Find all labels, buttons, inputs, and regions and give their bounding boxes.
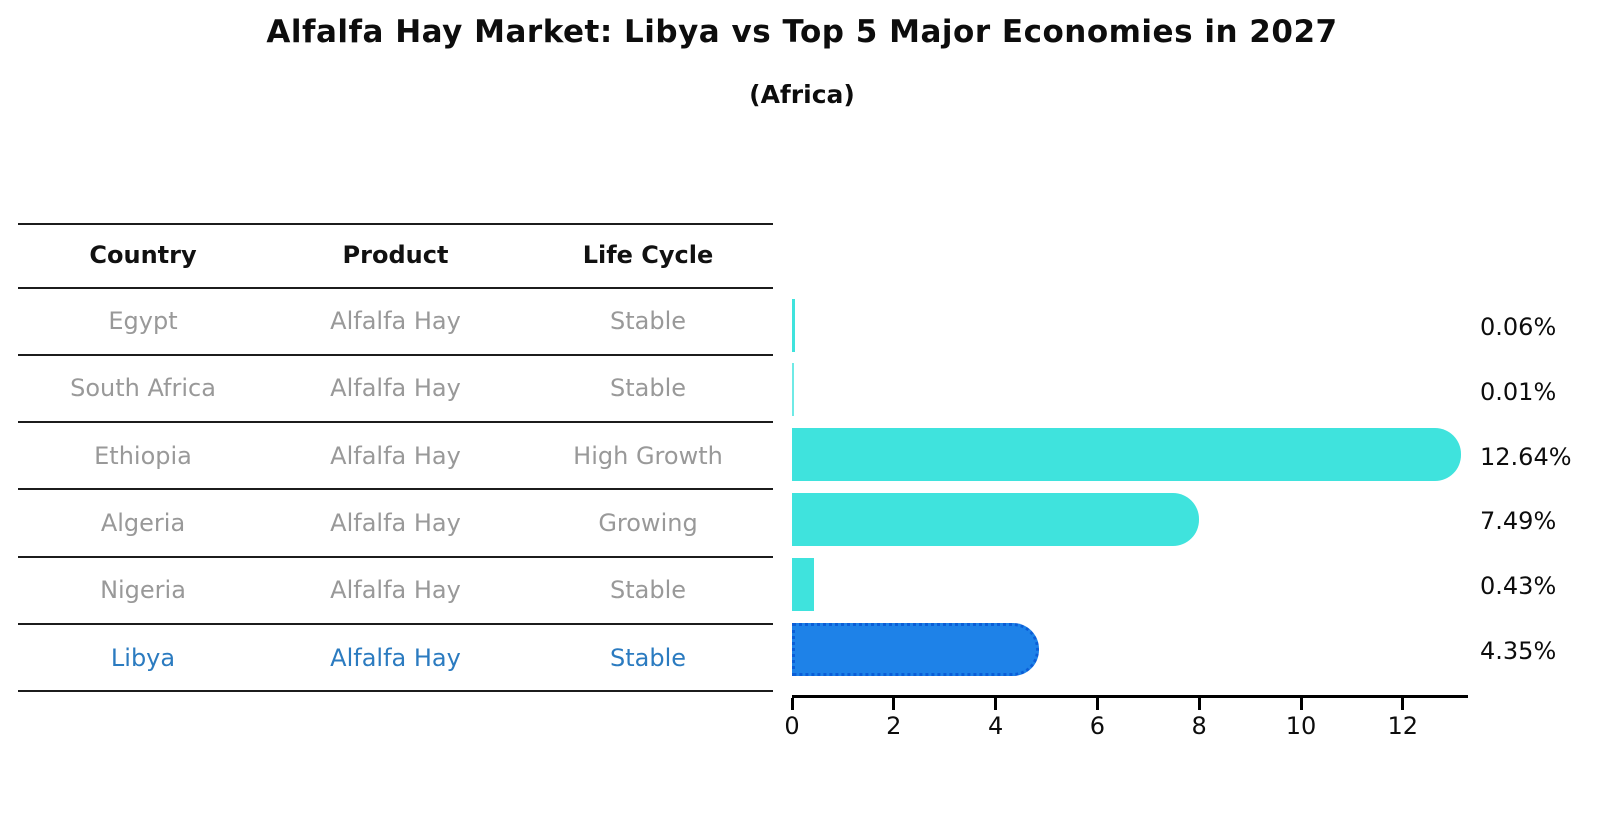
x-tick [1095,698,1099,710]
cell-country: South Africa [70,374,216,403]
x-tick [1299,698,1303,710]
x-tick [892,698,896,710]
x-tick-label: 4 [987,712,1004,740]
table-divider [18,421,773,424]
bar-libya [792,622,1040,676]
cell-country: Libya [110,643,176,672]
cell-life-cycle: Growing [598,509,698,538]
header-country: Country [89,241,197,269]
table-divider [18,222,773,225]
value-label: 7.49% [1480,507,1557,536]
cell-product: Alfalfa Hay [330,374,461,403]
x-tick [994,698,998,710]
bar-south-africa [792,363,794,417]
header-life-cycle: Life Cycle [582,241,714,269]
cell-life-cycle: Stable [609,307,687,336]
table-divider [18,353,773,356]
value-label: 0.01% [1480,377,1557,406]
cell-life-cycle: High Growth [573,441,723,470]
table-divider [18,623,773,626]
table-divider [18,286,773,289]
chart-subtitle: (Africa) [749,80,855,109]
cell-product: Alfalfa Hay [330,643,461,672]
bar-algeria [792,492,1200,546]
x-tick-label: 0 [784,712,800,740]
x-tick-label: 2 [886,712,902,740]
value-label: 0.06% [1480,313,1557,341]
cell-life-cycle: Stable [609,576,687,605]
x-axis [792,695,1468,698]
table-divider [18,555,773,558]
x-tick-label: 12 [1387,712,1419,740]
cell-product: Alfalfa Hay [330,576,461,605]
cell-product: Alfalfa Hay [330,307,461,336]
x-tick-label: 10 [1285,712,1317,740]
cell-product: Alfalfa Hay [330,509,461,538]
cell-country: Egypt [108,307,178,336]
table-divider [18,488,773,491]
table-divider [18,690,773,693]
cell-life-cycle: Stable [609,643,687,672]
cell-country: Algeria [100,509,186,538]
bar-ethiopia [792,428,1462,482]
x-tick [1197,698,1201,710]
value-label: 4.35% [1480,637,1557,666]
chart-title: Alfalfa Hay Market: Libya vs Top 5 Major… [266,14,1338,50]
header-product: Product [342,241,449,269]
cell-life-cycle: Stable [609,374,687,403]
cell-country: Nigeria [100,576,186,605]
x-tick-label: 8 [1191,712,1207,740]
value-label: 0.43% [1480,572,1557,601]
x-tick [1401,698,1405,710]
value-label: 12.64% [1480,442,1572,471]
bar-nigeria [792,557,814,611]
cell-product: Alfalfa Hay [330,441,461,470]
cell-country: Ethiopia [94,441,192,470]
x-tick-label: 6 [1089,712,1106,740]
x-tick [790,698,794,710]
bar-egypt [792,298,796,352]
